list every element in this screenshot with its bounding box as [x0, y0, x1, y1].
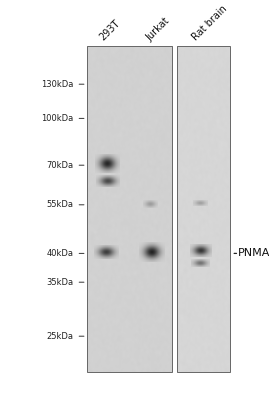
- Bar: [87, 46, 172, 372]
- Text: Jurkat: Jurkat: [144, 16, 171, 43]
- Text: Rat brain: Rat brain: [191, 4, 229, 43]
- Text: 55kDa: 55kDa: [47, 200, 74, 209]
- Text: 25kDa: 25kDa: [47, 332, 74, 341]
- Text: PNMA2: PNMA2: [238, 248, 269, 258]
- Text: 100kDa: 100kDa: [42, 114, 74, 123]
- Text: 70kDa: 70kDa: [47, 161, 74, 170]
- Bar: [177, 46, 230, 372]
- Text: 293T: 293T: [98, 18, 122, 43]
- Text: 35kDa: 35kDa: [47, 278, 74, 287]
- Text: 130kDa: 130kDa: [41, 80, 74, 89]
- Text: 40kDa: 40kDa: [47, 249, 74, 258]
